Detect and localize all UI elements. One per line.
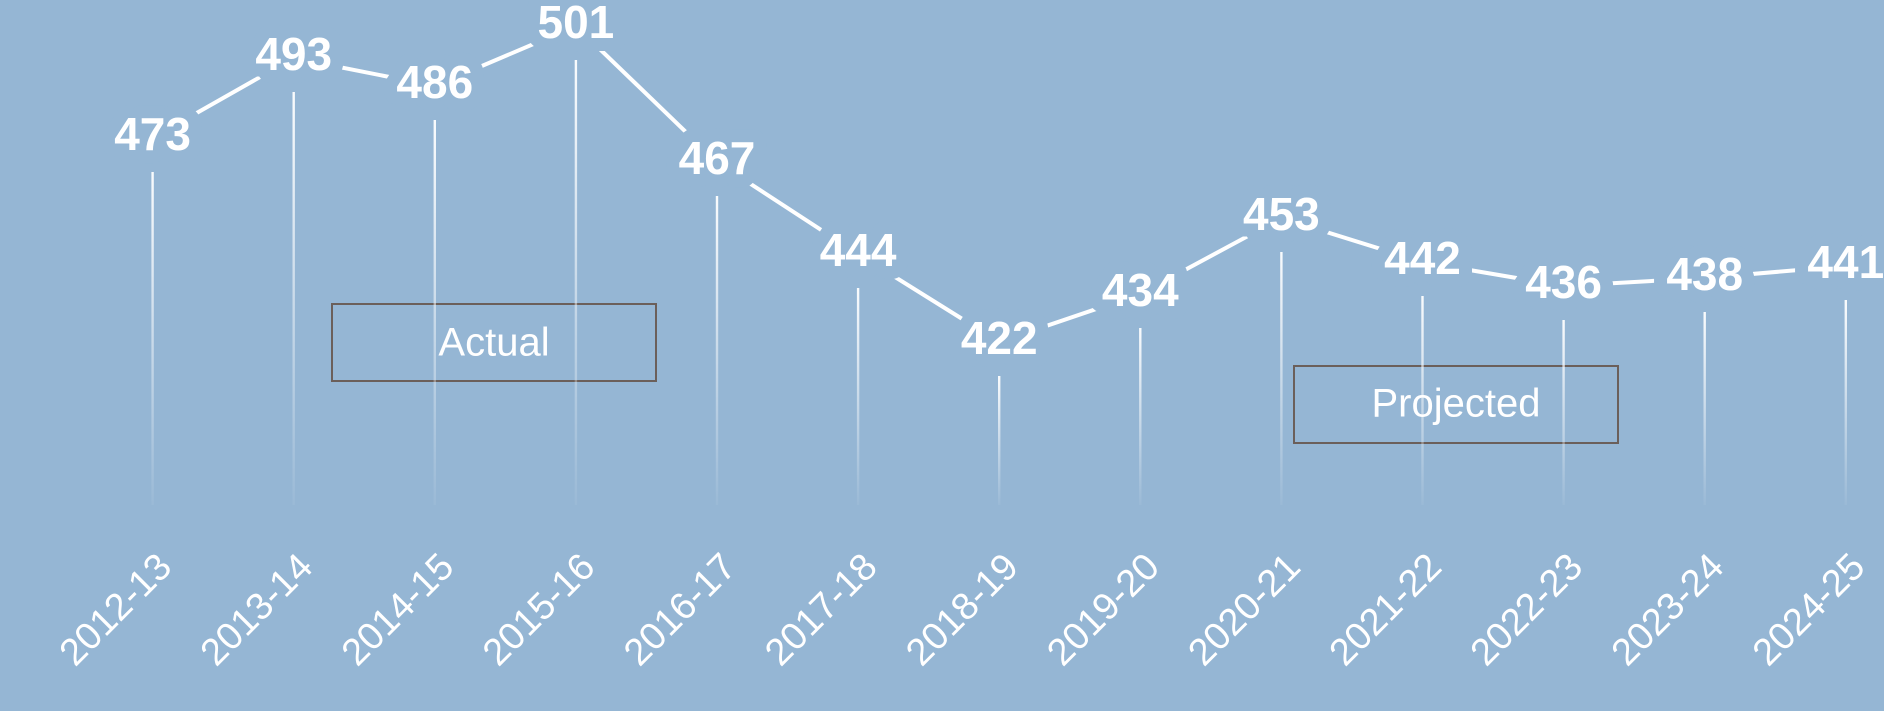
x-tick-label: 2024-25 [1745,546,1873,674]
data-label: 467 [679,132,756,184]
line [151,23,1846,345]
x-tick-label: 2021-22 [1322,546,1450,674]
data-label: 434 [1102,264,1179,316]
drop-line [292,92,295,505]
data-label: 438 [1666,248,1743,300]
drop-line [1421,296,1424,505]
drop-line [1280,252,1283,505]
drop-line [1844,300,1847,505]
annotation: Actual [438,321,549,365]
data-label: 493 [255,28,332,80]
drop-line [998,376,1001,505]
data-label: 453 [1243,188,1320,240]
x-tick-label: 2013-14 [193,546,321,674]
annotation: Projected [1372,382,1541,426]
annotation-box [1293,365,1619,444]
x-tick-label: 2015-16 [475,546,603,674]
drop-line [715,196,719,505]
x-tick-label: 2020-21 [1181,546,1309,674]
data-label: 501 [538,0,615,48]
drop-line [574,60,578,505]
annotation-box [331,303,657,382]
drop-line [1139,328,1142,505]
data-label: 441 [1807,236,1884,288]
x-tick-label: 2014-15 [334,546,462,674]
x-tick-label: 2016-17 [616,546,744,674]
data-label: 436 [1525,256,1602,308]
data-label: 422 [961,312,1038,364]
drop-line [433,120,436,505]
data-label: 473 [114,108,191,160]
data-label: 444 [820,224,897,276]
drop-line [1703,312,1706,505]
data-label: 486 [396,56,473,108]
x-tick-label: 2012-13 [52,546,180,674]
x-tick-label: 2019-20 [1039,546,1167,674]
x-tick-label: 2017-18 [757,546,885,674]
data-label: 442 [1384,232,1461,284]
x-tick-label: 2023-24 [1604,546,1732,674]
drop-line [1562,320,1565,505]
drop-line [856,288,860,505]
x-tick-label: 2018-19 [898,546,1026,674]
x-tick-label: 2022-23 [1463,546,1591,674]
drop-line [151,172,154,505]
